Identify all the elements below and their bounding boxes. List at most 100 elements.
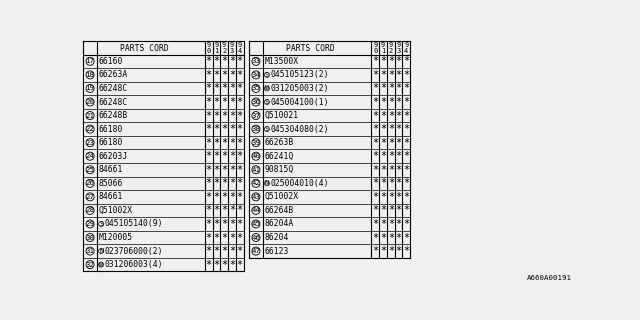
Text: 66123: 66123 bbox=[264, 247, 289, 256]
Text: *: * bbox=[229, 165, 235, 175]
Text: *: * bbox=[221, 151, 227, 161]
Text: *: * bbox=[380, 246, 386, 256]
Text: 25: 25 bbox=[86, 167, 95, 173]
Text: *: * bbox=[213, 84, 220, 93]
Text: *: * bbox=[213, 205, 220, 215]
Text: *: * bbox=[403, 192, 410, 202]
Text: S: S bbox=[265, 126, 269, 132]
Text: *: * bbox=[213, 233, 220, 243]
Text: *: * bbox=[213, 97, 220, 107]
Text: *: * bbox=[229, 151, 235, 161]
Text: *: * bbox=[237, 97, 243, 107]
Text: *: * bbox=[403, 178, 410, 188]
Text: *: * bbox=[229, 246, 235, 256]
Text: 39: 39 bbox=[252, 140, 260, 146]
Text: *: * bbox=[380, 84, 386, 93]
Text: *: * bbox=[403, 70, 410, 80]
Text: *: * bbox=[380, 138, 386, 148]
Text: *: * bbox=[372, 192, 378, 202]
Text: *: * bbox=[213, 138, 220, 148]
Text: *: * bbox=[372, 97, 378, 107]
Text: 32: 32 bbox=[86, 262, 95, 268]
Text: 41: 41 bbox=[252, 167, 260, 173]
Text: 30: 30 bbox=[86, 235, 95, 241]
Text: *: * bbox=[388, 192, 394, 202]
Text: 86204A: 86204A bbox=[264, 220, 294, 228]
Text: 31: 31 bbox=[86, 248, 95, 254]
Text: *: * bbox=[388, 56, 394, 66]
Text: *: * bbox=[380, 110, 386, 121]
Text: *: * bbox=[403, 151, 410, 161]
Text: *: * bbox=[396, 165, 401, 175]
Text: N: N bbox=[99, 248, 103, 254]
Text: *: * bbox=[403, 84, 410, 93]
Text: *: * bbox=[380, 124, 386, 134]
Text: *: * bbox=[396, 205, 401, 215]
Text: 35: 35 bbox=[252, 85, 260, 92]
Text: *: * bbox=[237, 219, 243, 229]
Text: *: * bbox=[237, 70, 243, 80]
Text: *: * bbox=[221, 70, 227, 80]
Text: M120005: M120005 bbox=[99, 233, 132, 242]
Text: *: * bbox=[213, 151, 220, 161]
Text: *: * bbox=[396, 178, 401, 188]
Text: *: * bbox=[380, 97, 386, 107]
Text: *: * bbox=[213, 178, 220, 188]
Text: 045304080(2): 045304080(2) bbox=[271, 124, 329, 134]
Text: *: * bbox=[388, 233, 394, 243]
Text: *: * bbox=[388, 124, 394, 134]
Text: *: * bbox=[221, 56, 227, 66]
Text: 29: 29 bbox=[86, 221, 95, 227]
Text: 031206003(4): 031206003(4) bbox=[105, 260, 163, 269]
Text: *: * bbox=[396, 84, 401, 93]
Text: *: * bbox=[205, 219, 212, 229]
Text: M13500X: M13500X bbox=[264, 57, 299, 66]
Text: *: * bbox=[213, 192, 220, 202]
Text: W: W bbox=[99, 262, 103, 268]
Text: *: * bbox=[372, 219, 378, 229]
Text: *: * bbox=[229, 84, 235, 93]
Text: *: * bbox=[403, 138, 410, 148]
Text: 26: 26 bbox=[86, 180, 95, 186]
Text: *: * bbox=[403, 219, 410, 229]
Text: 66248C: 66248C bbox=[99, 84, 128, 93]
Text: 045004100(1): 045004100(1) bbox=[271, 98, 329, 107]
Text: 84661: 84661 bbox=[99, 165, 123, 174]
Text: 44: 44 bbox=[252, 207, 260, 213]
Text: *: * bbox=[372, 70, 378, 80]
Text: *: * bbox=[237, 165, 243, 175]
Text: *: * bbox=[213, 56, 220, 66]
Text: *: * bbox=[380, 56, 386, 66]
Text: *: * bbox=[229, 70, 235, 80]
Text: 33: 33 bbox=[252, 58, 260, 64]
Text: N: N bbox=[265, 180, 269, 186]
Text: PARTS CORD: PARTS CORD bbox=[120, 44, 168, 52]
Text: 21: 21 bbox=[86, 113, 95, 118]
Text: *: * bbox=[388, 84, 394, 93]
Text: *: * bbox=[221, 233, 227, 243]
Text: *: * bbox=[380, 192, 386, 202]
Text: 38: 38 bbox=[252, 126, 260, 132]
Text: *: * bbox=[205, 70, 212, 80]
Text: *: * bbox=[221, 138, 227, 148]
Text: 66248C: 66248C bbox=[99, 98, 128, 107]
Text: 66203J: 66203J bbox=[99, 152, 128, 161]
Text: 66264B: 66264B bbox=[264, 206, 294, 215]
Text: *: * bbox=[237, 84, 243, 93]
Text: *: * bbox=[237, 56, 243, 66]
Text: *: * bbox=[221, 110, 227, 121]
Text: S: S bbox=[265, 72, 269, 78]
Text: *: * bbox=[237, 192, 243, 202]
Text: 23: 23 bbox=[86, 140, 95, 146]
Text: *: * bbox=[213, 260, 220, 270]
Text: *: * bbox=[205, 151, 212, 161]
Text: 66263A: 66263A bbox=[99, 70, 128, 79]
Text: *: * bbox=[396, 138, 401, 148]
Text: *: * bbox=[388, 138, 394, 148]
Text: *: * bbox=[213, 70, 220, 80]
Text: *: * bbox=[237, 260, 243, 270]
Text: 66180: 66180 bbox=[99, 124, 123, 134]
Text: *: * bbox=[396, 192, 401, 202]
Text: *: * bbox=[229, 178, 235, 188]
Text: *: * bbox=[380, 165, 386, 175]
